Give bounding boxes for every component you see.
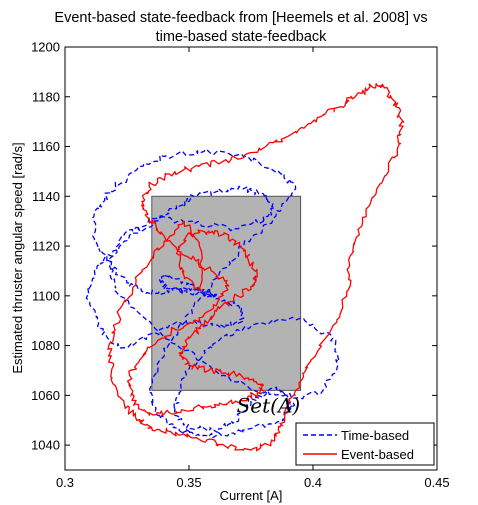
- y-tick-label: 1160: [32, 139, 60, 154]
- x-tick-label: 0.35: [176, 475, 201, 490]
- y-tick-label: 1200: [31, 40, 60, 55]
- x-tick-label: 0.45: [424, 475, 449, 490]
- y-tick-label: 1080: [31, 338, 60, 353]
- y-tick-label: 1060: [31, 388, 60, 403]
- legend-label-time-based: Time-based: [341, 428, 409, 443]
- plot-frame: [64, 46, 438, 471]
- legend-label-event-based: Event-based: [341, 447, 414, 462]
- legend: Time-based Event-based: [295, 422, 435, 466]
- y-tick-label: 1040: [31, 438, 60, 453]
- y-tick-label: 1140: [32, 189, 60, 204]
- legend-box: [295, 422, 435, 466]
- y-tick-label: 1180: [32, 89, 60, 104]
- series-line-time-based: [85, 148, 340, 439]
- x-tick-label: 0.4: [304, 475, 322, 490]
- set-a-region-label: Set(A): [237, 393, 301, 417]
- y-tick-label: 1120: [32, 239, 60, 254]
- set-a-region: [151, 195, 302, 391]
- chart-title-line-1: Event-based state-feedback from [Heemels…: [54, 10, 427, 26]
- y-tick-label: 1100: [32, 288, 60, 303]
- chart-title-line-2: time-based state-feedback: [156, 29, 328, 45]
- series-line-event-based: [107, 82, 405, 452]
- y-axis-label: Estimated thruster angular speed [rad/s]: [10, 142, 25, 373]
- x-axis-label: Current [A]: [220, 488, 283, 503]
- x-tick-label: 0.3: [56, 475, 74, 490]
